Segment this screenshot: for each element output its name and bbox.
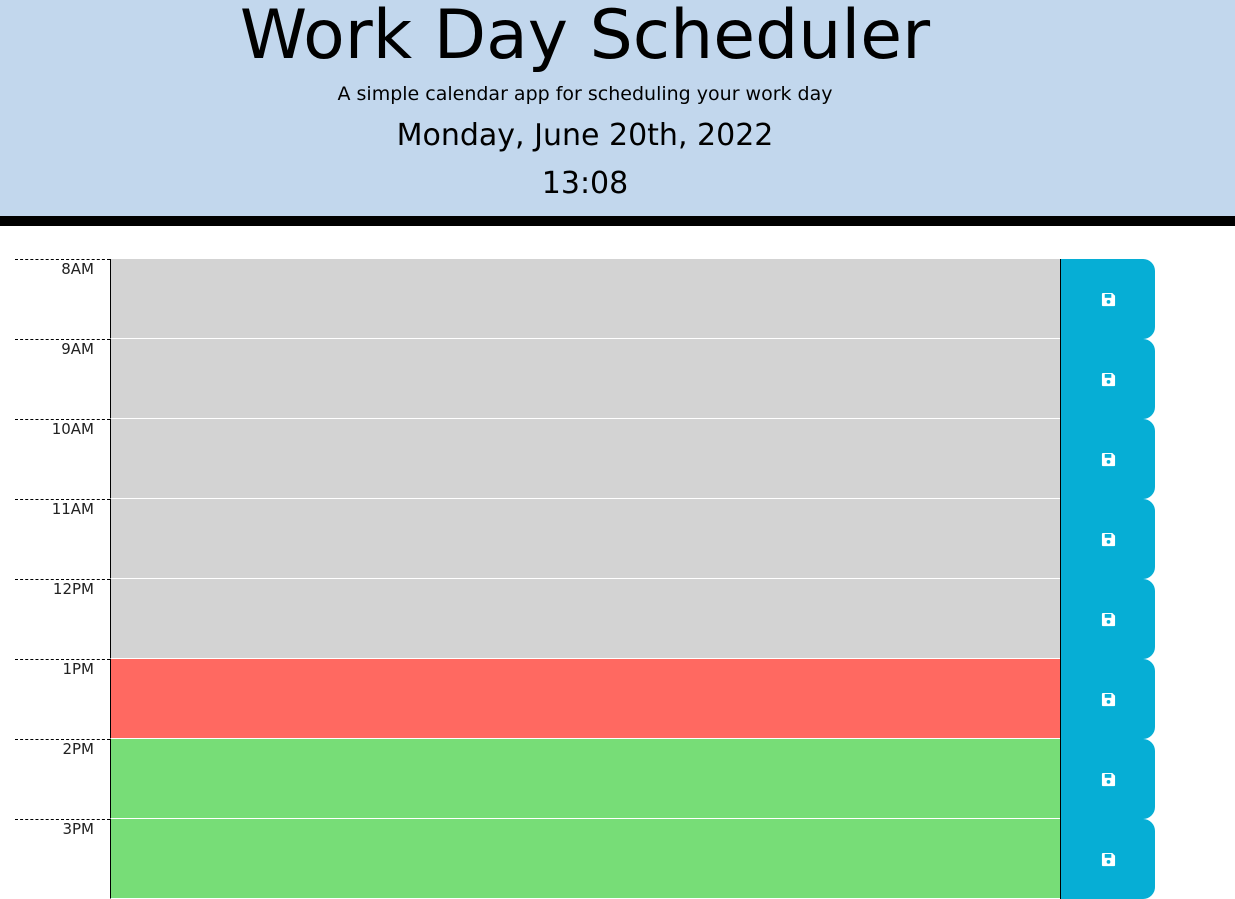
save-button[interactable] xyxy=(1060,339,1155,419)
floppy-disk-icon xyxy=(1101,292,1115,306)
current-date: Monday, June 20th, 2022 xyxy=(396,118,774,153)
floppy-disk-icon xyxy=(1101,452,1115,466)
time-block-row: 11AM xyxy=(15,499,1155,579)
hour-label: 1PM xyxy=(15,659,110,739)
hour-label: 8AM xyxy=(15,259,110,339)
time-block-row: 3PM xyxy=(15,819,1155,899)
save-button[interactable] xyxy=(1060,819,1155,899)
page-title: Work Day Scheduler xyxy=(239,0,931,75)
current-time: 13:08 xyxy=(541,166,629,201)
schedule-container: 8AM 9AM 10AM 11AM 12PM 1PM 2PM 3PM xyxy=(15,259,1155,899)
time-block-row: 2PM xyxy=(15,739,1155,819)
time-block-row: 12PM xyxy=(15,579,1155,659)
floppy-disk-icon xyxy=(1101,612,1115,626)
floppy-disk-icon xyxy=(1101,772,1115,786)
event-description-input[interactable] xyxy=(110,499,1060,579)
hour-label: 11AM xyxy=(15,499,110,579)
event-description-input[interactable] xyxy=(110,579,1060,659)
floppy-disk-icon xyxy=(1101,532,1115,546)
hour-label: 9AM xyxy=(15,339,110,419)
time-block-row: 9AM xyxy=(15,339,1155,419)
hour-label: 3PM xyxy=(15,819,110,899)
floppy-disk-icon xyxy=(1101,852,1115,866)
header-banner: Work Day Scheduler A simple calendar app… xyxy=(0,0,1235,226)
save-button[interactable] xyxy=(1060,499,1155,579)
floppy-disk-icon xyxy=(1101,692,1115,706)
time-block-row: 8AM xyxy=(15,259,1155,339)
event-description-input[interactable] xyxy=(110,419,1060,499)
event-description-input[interactable] xyxy=(110,259,1060,339)
event-description-input[interactable] xyxy=(110,739,1060,819)
floppy-disk-icon xyxy=(1101,372,1115,386)
page-subtitle: A simple calendar app for scheduling you… xyxy=(337,83,833,105)
save-button[interactable] xyxy=(1060,259,1155,339)
hour-label: 12PM xyxy=(15,579,110,659)
event-description-input[interactable] xyxy=(110,339,1060,419)
time-block-row: 10AM xyxy=(15,419,1155,499)
hour-label: 2PM xyxy=(15,739,110,819)
event-description-input[interactable] xyxy=(110,659,1060,739)
hour-label: 10AM xyxy=(15,419,110,499)
save-button[interactable] xyxy=(1060,739,1155,819)
time-block-row: 1PM xyxy=(15,659,1155,739)
save-button[interactable] xyxy=(1060,659,1155,739)
event-description-input[interactable] xyxy=(110,819,1060,899)
save-button[interactable] xyxy=(1060,579,1155,659)
save-button[interactable] xyxy=(1060,419,1155,499)
